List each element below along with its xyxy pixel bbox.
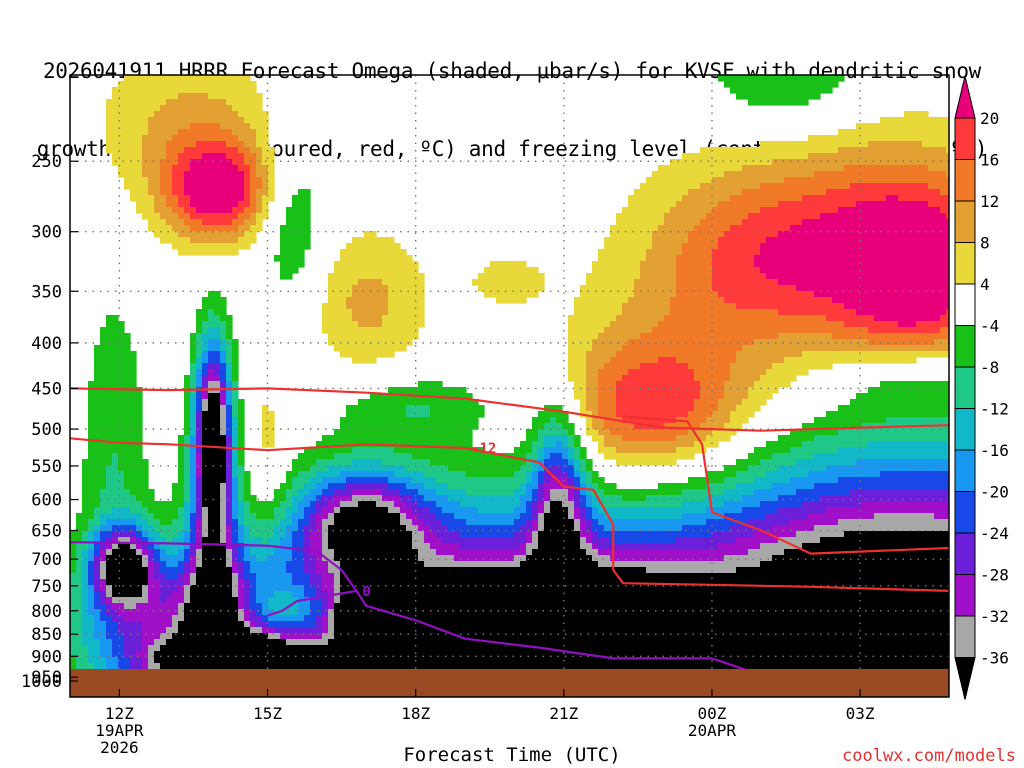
y-tick-label: 800 (31, 602, 62, 622)
dgz-contour (70, 437, 949, 592)
colorbar-swatch (954, 491, 976, 534)
x-tick-label: 03Z (846, 704, 875, 723)
freezing-level-contour (267, 589, 357, 617)
y-tick-label: 750 (31, 577, 62, 597)
colorbar-label: 8 (980, 234, 990, 253)
colorbar-swatch (954, 200, 976, 243)
dgz-contour-label: -12 (471, 441, 496, 457)
omega-shaded-field (70, 75, 949, 697)
x-tick-label: 19APR (95, 721, 144, 740)
freezing-level-contour-label: 0 (362, 584, 370, 600)
dgz-contour (623, 415, 949, 555)
colorbar-swatch (954, 408, 976, 451)
y-tick-label: 300 (31, 223, 62, 243)
colorbar-label: 12 (980, 192, 999, 211)
x-tick-label: 00Z (698, 704, 727, 723)
dgz-contour (70, 387, 949, 432)
colorbar-label: -4 (980, 317, 999, 336)
y-tick-label: 350 (31, 282, 62, 302)
x-tick-label: 20APR (688, 721, 737, 740)
plot-frame (69, 74, 950, 698)
y-tick-label: 850 (31, 625, 62, 645)
colorbar-label: -36 (980, 649, 1009, 668)
x-tick-label: 12Z (105, 704, 134, 723)
y-axis: 2503003504004505005506006507007508008509… (21, 152, 78, 692)
y-tick-label: 250 (31, 152, 62, 172)
x-tick-label: 15Z (253, 704, 282, 723)
title-line-1: 2026041911 HRRR Forecast Omega (shaded, … (42, 59, 982, 83)
colorbar-label: -28 (980, 566, 1009, 585)
colorbar-label: -20 (980, 483, 1009, 502)
colorbar-swatch (954, 283, 976, 326)
colorbar: 20 16 12 8 4 -4 -8 -12 -16 -20 -24 -28 -32 -36 (954, 75, 1009, 700)
colorbar-swatch (954, 532, 976, 575)
colorbar-swatch (954, 242, 976, 285)
colorbar-label: -32 (980, 607, 1009, 626)
colorbar-label: 20 (980, 109, 999, 128)
y-tick-label: 1000 (21, 672, 62, 692)
y-tick-label: 500 (31, 420, 62, 440)
credit-text: coolwx.com/models (842, 746, 1016, 766)
colorbar-swatch (954, 366, 976, 409)
colorbar-label: -16 (980, 441, 1009, 460)
y-tick-label: 600 (31, 491, 62, 511)
y-tick-label: 900 (31, 647, 62, 667)
colorbar-label: -24 (980, 524, 1009, 543)
y-tick-label: 650 (31, 522, 62, 542)
ground-surface (70, 669, 949, 697)
x-axis-title: Forecast Time (UTC) (403, 744, 621, 766)
colorbar-swatch (954, 117, 976, 160)
colorbar-swatch (954, 615, 976, 658)
y-tick-label: 550 (31, 457, 62, 477)
y-tick-label: 700 (31, 550, 62, 570)
grid-lines (70, 75, 949, 697)
colorbar-label: 16 (980, 151, 999, 170)
colorbar-swatch (954, 574, 976, 617)
colorbar-swatch (954, 75, 976, 119)
x-tick-label: 2026 (100, 738, 139, 757)
y-tick-label: 400 (31, 334, 62, 354)
x-tick-label: 21Z (549, 704, 578, 723)
colorbar-label: -12 (980, 400, 1009, 419)
colorbar-swatch (954, 325, 976, 368)
x-tick-label: 18Z (401, 704, 430, 723)
colorbar-label: -8 (980, 358, 999, 377)
colorbar-swatch (954, 657, 976, 700)
colorbar-swatch (954, 159, 976, 202)
colorbar-label: 4 (980, 275, 990, 294)
y-tick-label: 450 (31, 379, 62, 399)
y-tick-label: 950 (31, 668, 62, 688)
colorbar-swatch (954, 449, 976, 492)
